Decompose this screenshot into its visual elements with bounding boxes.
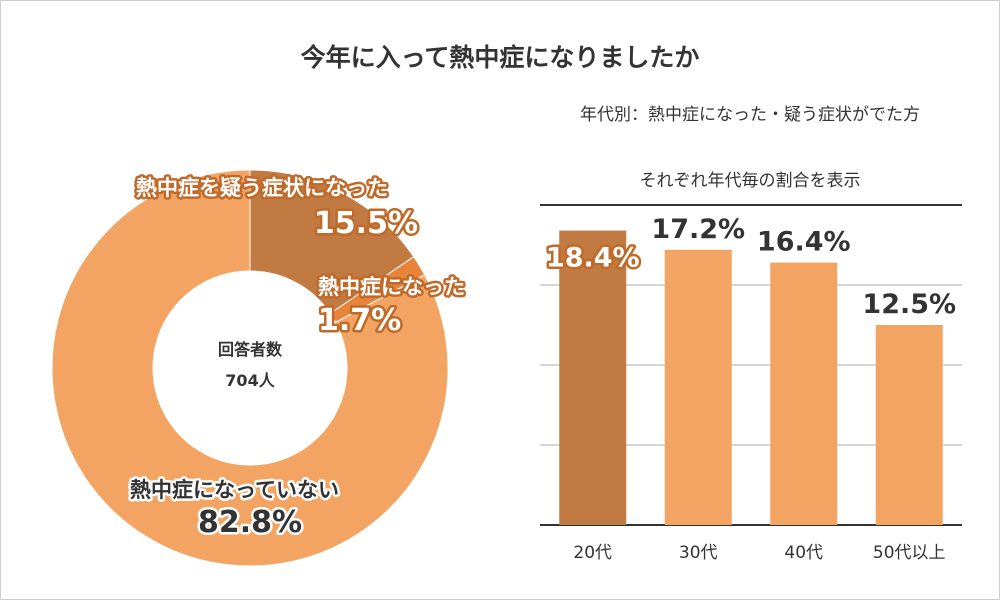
bar-value-label: 17.2% <box>651 214 745 245</box>
bar-tick-labels: 20代 30代 40代 50代以上 <box>573 543 945 563</box>
bar-1 <box>559 230 627 525</box>
x-tick-label: 50代以上 <box>873 543 946 563</box>
pie-value-none: 82.8% <box>198 505 302 540</box>
bar-value-labels: 18.4% 17.2% 16.4% 12.5% <box>543 211 958 322</box>
x-tick-label: 20代 <box>573 543 612 563</box>
bar-4 <box>875 325 943 525</box>
pie-label-had-heatstroke: 熱中症になった <box>318 275 465 299</box>
pie-slice-none <box>51 169 449 567</box>
donut-center-value: 704人 <box>225 371 275 390</box>
pie-slice-suspected <box>249 169 415 315</box>
bar-value-label: 18.4% <box>546 243 640 274</box>
bar-chart-title: 年代別：熱中症になった・疑う症状がでた方 <box>580 105 920 125</box>
pie-label-none: 熱中症になっていない <box>130 478 339 502</box>
pie-value-had-heatstroke: 1.7% <box>318 303 401 338</box>
pie-value-suspected: 15.5% <box>314 206 418 241</box>
donut-chart <box>51 169 449 567</box>
bar-chart-subtitle: それぞれ年代毎の割合を表示 <box>640 171 861 191</box>
x-tick-label: 40代 <box>784 543 823 563</box>
pie-label-suspected: 熱中症を疑う症状になった <box>136 176 388 200</box>
bar-2 <box>664 249 732 526</box>
chart-title: 今年に入って熱中症になりましたか <box>300 43 700 72</box>
bar-series <box>559 230 943 526</box>
bar-value-label: 16.4% <box>757 227 851 258</box>
x-tick-label: 30代 <box>679 543 718 563</box>
donut-center-label: 回答者数 <box>218 340 283 359</box>
bar-3 <box>770 262 838 525</box>
bar-value-label: 12.5% <box>862 289 956 320</box>
